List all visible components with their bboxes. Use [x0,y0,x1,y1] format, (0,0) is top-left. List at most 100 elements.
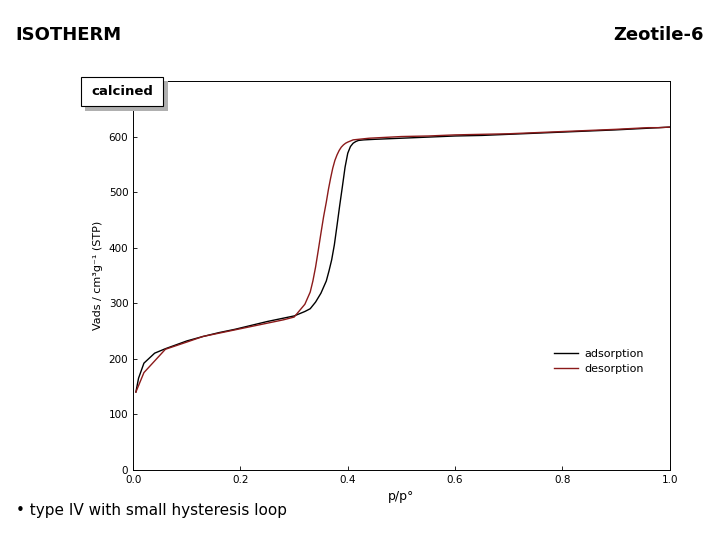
desorption [531,130,540,136]
desorption [387,134,395,140]
desorption [140,369,148,376]
desorption [397,133,405,140]
desorption [182,339,191,345]
adsorption [424,134,433,140]
adsorption [351,138,360,145]
adsorption [633,125,642,132]
adsorption [397,135,405,141]
desorption [477,131,486,138]
adsorption [354,137,363,144]
adsorption [330,241,338,248]
adsorption [644,125,652,131]
adsorption [300,308,309,315]
adsorption [654,124,663,131]
desorption [348,137,357,143]
desorption [161,346,170,353]
X-axis label: p/p°: p/p° [388,490,415,503]
adsorption [338,183,347,190]
adsorption [348,140,357,146]
adsorption [531,130,540,137]
adsorption [343,150,352,157]
adsorption [140,360,148,367]
adsorption [504,131,513,138]
desorption [337,144,346,150]
desorption [306,289,315,295]
adsorption [182,338,191,344]
desorption [314,247,323,254]
desorption [354,136,363,143]
adsorption [172,342,181,348]
adsorption [322,278,330,284]
adsorption [333,222,341,228]
desorption [451,132,459,138]
adsorption [306,306,315,312]
Text: Zeotile-6: Zeotile-6 [613,26,704,44]
desorption [279,316,288,323]
desorption [339,141,348,148]
adsorption [215,329,223,336]
desorption [644,124,652,131]
desorption [300,301,309,307]
adsorption [311,299,320,305]
desorption [199,333,207,340]
desorption [333,152,341,158]
desorption [326,175,335,181]
adsorption [134,375,143,381]
desorption [633,125,642,131]
Legend: adsorption, desorption: adsorption, desorption [549,345,648,379]
adsorption [341,164,349,170]
desorption [504,131,513,137]
desorption [558,129,567,135]
adsorption [359,137,368,143]
desorption [622,125,631,132]
desorption [231,327,240,333]
adsorption [336,202,344,208]
adsorption [263,318,271,325]
Text: calcined: calcined [91,85,153,98]
desorption [585,127,593,134]
Line: adsorption: adsorption [136,127,670,392]
adsorption [558,129,567,136]
desorption [215,330,223,336]
adsorption [622,126,631,132]
adsorption [279,315,288,321]
desorption [665,124,674,130]
desorption [365,135,374,141]
Text: • type IV with small hysteresis loop: • type IV with small hysteresis loop [16,503,287,518]
adsorption [150,350,159,356]
Y-axis label: Vads / cm³g⁻¹ (STP): Vads / cm³g⁻¹ (STP) [93,221,103,330]
desorption [317,230,325,237]
adsorption [231,326,240,333]
desorption [309,278,318,284]
desorption [335,147,343,154]
adsorption [289,313,298,319]
desorption [324,186,333,193]
desorption [263,320,271,326]
desorption [132,389,140,395]
desorption [346,138,355,144]
desorption [247,323,256,330]
adsorption [132,389,140,395]
adsorption [161,346,170,352]
desorption [376,134,384,141]
Line: desorption: desorption [136,127,670,392]
adsorption [611,127,620,133]
desorption [328,165,337,171]
Text: ISOTHERM: ISOTHERM [16,26,122,44]
desorption [424,133,433,139]
adsorption [247,322,256,329]
adsorption [325,268,333,274]
adsorption [346,143,355,150]
adsorption [665,124,674,130]
desorption [289,314,298,320]
desorption [654,124,663,131]
desorption [319,213,328,220]
adsorption [317,290,325,296]
adsorption [451,133,459,139]
adsorption [370,136,379,143]
desorption [341,140,350,146]
adsorption [199,333,207,340]
desorption [311,264,320,271]
desorption [611,126,620,132]
desorption [322,199,330,205]
